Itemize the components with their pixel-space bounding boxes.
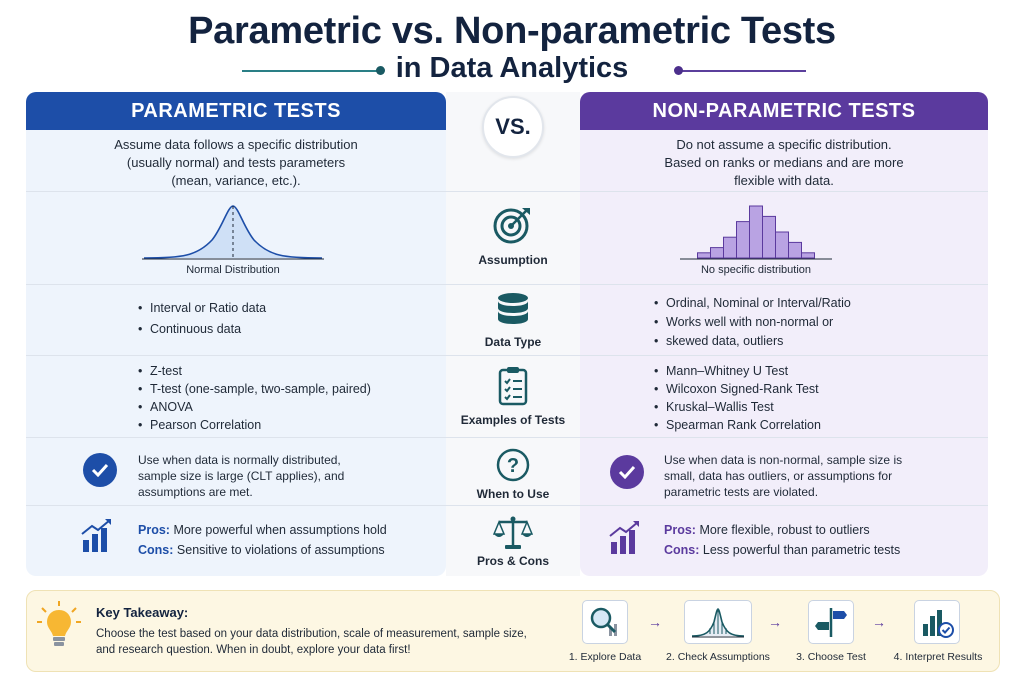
step-interpret-results [914, 600, 960, 644]
list-item: Wilcoxon Signed-Rank Test [654, 380, 821, 398]
criteria-column [446, 92, 580, 576]
histogram-bar [775, 231, 789, 259]
step-choose-test [808, 600, 854, 644]
list-item: Works well with non-normal or [654, 313, 851, 332]
histogram-bar [736, 221, 750, 259]
row-divider [26, 284, 988, 285]
criteria-data-type: Data Type [484, 335, 542, 349]
list-item: Mann–Whitney U Test [654, 362, 821, 380]
step-check-assumptions [684, 600, 752, 644]
question-circle-icon: ? [496, 448, 530, 482]
histogram-bar [710, 247, 724, 259]
parametric-pros-cons: Pros: More powerful when assumptions hol… [138, 523, 387, 557]
nonparametric-pros-cons: Pros: More flexible, robust to outliers … [664, 523, 901, 557]
lightbulb-icon [37, 601, 81, 646]
list-item: T-test (one-sample, two-sample, paired) [138, 380, 371, 398]
step-label: 2. Check Assumptions [666, 651, 770, 663]
title-dot-left [376, 66, 385, 75]
histogram-chart [680, 205, 832, 260]
list-item: Ordinal, Nominal or Interval/Ratio [654, 294, 851, 313]
magnifier-chart-icon [590, 607, 617, 636]
no-distribution-label: No specific distribution [700, 264, 812, 276]
arrow-right-icon: → [648, 614, 662, 630]
bell-curve-icon [691, 608, 745, 638]
check-circle-icon [83, 453, 117, 487]
histogram-bar [749, 205, 763, 259]
arrow-right-icon: → [872, 614, 886, 630]
bar-growth-icon [81, 519, 111, 552]
list-item: Kruskal–Wallis Test [654, 398, 821, 416]
nonparametric-examples-list: Mann–Whitney U Test Wilcoxon Signed-Rank… [654, 362, 821, 434]
balance-scale-icon [493, 516, 533, 549]
clipboard-checklist-icon [498, 367, 528, 406]
title-dot-right [674, 66, 683, 75]
row-divider [26, 437, 988, 438]
histogram-bar [788, 241, 802, 259]
database-icon [498, 293, 528, 324]
page-title: Parametric vs. Non-parametric Tests [188, 10, 836, 52]
parametric-description: Assume data follows a specific distribut… [114, 137, 358, 188]
check-circle-icon [610, 455, 644, 489]
step-explore-data [582, 600, 628, 644]
nonparametric-when-to-use: Use when data is non-normal, sample size… [664, 453, 903, 499]
normal-distribution-curve [142, 205, 324, 260]
list-item: skewed data, outliers [654, 332, 851, 351]
list-item: Pearson Correlation [138, 416, 371, 434]
title-divider-right [680, 70, 806, 72]
histogram-bar [697, 252, 711, 259]
takeaway-title: Key Takeaway: [96, 605, 189, 620]
step-label: 1. Explore Data [568, 651, 642, 663]
target-icon [493, 208, 530, 244]
step-label: 4. Interpret Results [893, 651, 983, 663]
vs-badge: VS. [482, 96, 544, 158]
criteria-assumption: Assumption [478, 253, 548, 267]
row-divider [26, 505, 988, 506]
row-divider [26, 355, 988, 356]
bar-growth-icon [609, 521, 639, 554]
nonparametric-description: Do not assume a specific distribution. B… [664, 137, 904, 188]
signpost-icon [815, 608, 847, 637]
row-divider [26, 191, 988, 192]
nonparametric-header: NON-PARAMETRIC TESTS [580, 92, 988, 130]
list-item: Continuous data [138, 319, 266, 340]
parametric-when-to-use: Use when data is normally distributed, s… [138, 453, 345, 499]
step-label: 3. Choose Test [796, 651, 866, 663]
arrow-right-icon: → [768, 614, 782, 630]
takeaway-text: Choose the test based on your data distr… [96, 628, 527, 656]
list-item: Z-test [138, 362, 371, 380]
criteria-when-to-use: When to Use [476, 487, 550, 501]
normal-distribution-label: Normal Distribution [186, 264, 280, 276]
histogram-bar [723, 236, 737, 259]
chart-check-icon [923, 610, 954, 638]
nonparametric-data-type-list: Ordinal, Nominal or Interval/Ratio Works… [654, 294, 851, 351]
svg-text:?: ? [507, 455, 519, 477]
list-item: Spearman Rank Correlation [654, 416, 821, 434]
histogram-bar [801, 252, 815, 259]
parametric-data-type-list: Interval or Ratio data Continuous data [138, 298, 266, 340]
parametric-examples-list: Z-test T-test (one-sample, two-sample, p… [138, 362, 371, 434]
list-item: ANOVA [138, 398, 371, 416]
histogram-bar [762, 215, 776, 259]
criteria-pros-cons: Pros & Cons [476, 554, 549, 568]
list-item: Interval or Ratio data [138, 298, 266, 319]
title-divider-left [242, 70, 380, 72]
page-subtitle: in Data Analytics [395, 52, 629, 84]
criteria-examples: Examples of Tests [460, 413, 566, 427]
parametric-header: PARAMETRIC TESTS [26, 92, 446, 130]
